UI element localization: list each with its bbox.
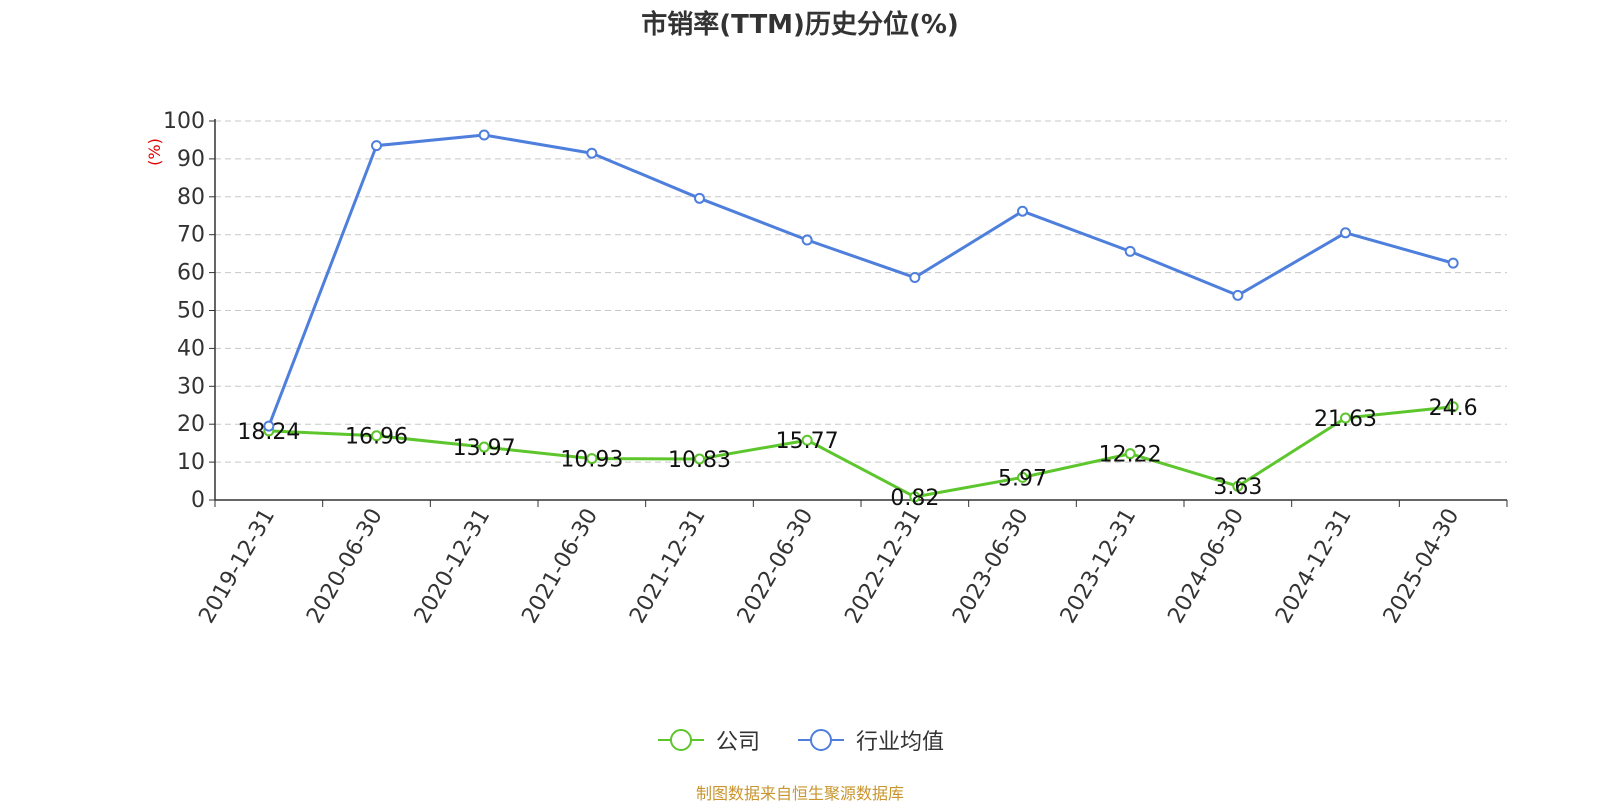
y-tick-label: 70 (177, 223, 205, 248)
data-label-company: 16.96 (345, 425, 408, 450)
series-layer (263, 129, 1459, 503)
data-point-industry (371, 140, 382, 152)
data-label-company: 21.63 (1314, 407, 1377, 432)
axes: 0 10 20 30 40 50 60 70 80 90 100 2019-12-31 2020-06-… (163, 109, 1508, 628)
data-label-company: 10.93 (560, 448, 623, 473)
y-tick-label: 60 (177, 261, 205, 286)
data-point-industry (1232, 289, 1244, 301)
data-label-company: 5.97 (998, 466, 1047, 491)
y-tick-label: 40 (177, 336, 205, 361)
data-point-company (1232, 480, 1244, 492)
x-tick-label: 2023-12-31 (1056, 505, 1142, 628)
y-tick-label: 0 (191, 488, 205, 513)
data-point-company (1340, 412, 1351, 424)
data-point-industry (1447, 257, 1459, 269)
data-point-industry (694, 192, 705, 204)
data-label-company: 0.82 (890, 486, 939, 511)
y-tick-label: 50 (177, 299, 205, 324)
chart-title: 市销率(TTM)历史分位(%) (641, 10, 959, 40)
x-tick-label: 2021-06-30 (517, 505, 603, 628)
data-point-industry (263, 420, 275, 432)
chart-plot: 0 10 20 30 40 50 60 70 80 90 100 2019-12-31 2020-06-… (145, 109, 1508, 628)
data-label-company: 24.6 (1429, 396, 1478, 421)
data-label-company: 12.22 (1099, 443, 1162, 468)
x-tick-label: 2019-12-31 (194, 505, 280, 628)
data-point-industry (909, 272, 921, 284)
data-point-industry (586, 147, 598, 159)
legend-industry-label: 行业均值 (856, 730, 945, 755)
x-tick-label: 2022-12-31 (840, 504, 926, 627)
data-point-company (1124, 448, 1136, 460)
data-point-company (694, 453, 705, 465)
y-tick-label: 90 (177, 147, 205, 172)
data-point-industry (478, 129, 490, 141)
data-point-industry (1340, 227, 1351, 239)
data-label-company: 13.97 (453, 436, 516, 461)
data-label-layer: 18.24 16.96 13.97 10.93 10.83 15.77 0.82 5.97 12… (237, 396, 1477, 511)
data-point-company (371, 430, 382, 442)
y-tick-label: 20 (177, 412, 205, 437)
y-tick-label: 80 (177, 185, 205, 210)
data-point-company (478, 441, 490, 453)
data-point-industry (801, 234, 813, 246)
x-tick-label: 2021-12-31 (625, 505, 711, 628)
x-tick-label: 2023-06-30 (948, 505, 1034, 628)
x-tick-label: 2025-04-30 (1379, 505, 1465, 628)
data-point-company (801, 434, 813, 446)
data-label-company: 18.24 (237, 420, 300, 445)
grid-lines (215, 120, 1507, 463)
legend-item-industry[interactable]: 行业均值 (796, 724, 944, 756)
source-note: 制图数据来自恒生聚源数据库 (695, 784, 904, 803)
legend-company-swatch-icon (657, 729, 704, 751)
y-tick-label: 10 (177, 450, 205, 475)
legend-industry-swatch-icon (798, 729, 844, 751)
y-tick-label: 100 (163, 109, 205, 134)
data-point-company (586, 453, 598, 465)
series-line-industry (267, 133, 1454, 427)
data-point-industry (1017, 205, 1028, 217)
legend-company-label: 公司 (715, 730, 760, 755)
series-line-company (268, 405, 1454, 499)
data-point-industry (1124, 245, 1136, 257)
x-tick-label: 2020-12-31 (410, 504, 496, 627)
data-label-company: 15.77 (776, 429, 839, 454)
x-tick-label: 2020-06-30 (302, 505, 388, 628)
x-tick-label: 2024-06-30 (1163, 505, 1249, 628)
legend-item-company[interactable]: 公司 (656, 724, 760, 756)
x-tick-label: 2024-12-31 (1271, 505, 1357, 628)
x-tick-label: 2022-06-30 (733, 505, 819, 628)
y-axis-unit-label: (%) (145, 138, 164, 166)
data-point-company (1447, 401, 1459, 413)
data-point-company (1017, 471, 1028, 483)
data-label-company: 10.83 (668, 448, 731, 473)
data-label-company: 3.63 (1213, 475, 1262, 500)
legend: 公司 行业均值 (0, 724, 1600, 756)
y-tick-label: 30 (177, 374, 205, 399)
data-point-company (909, 491, 921, 503)
